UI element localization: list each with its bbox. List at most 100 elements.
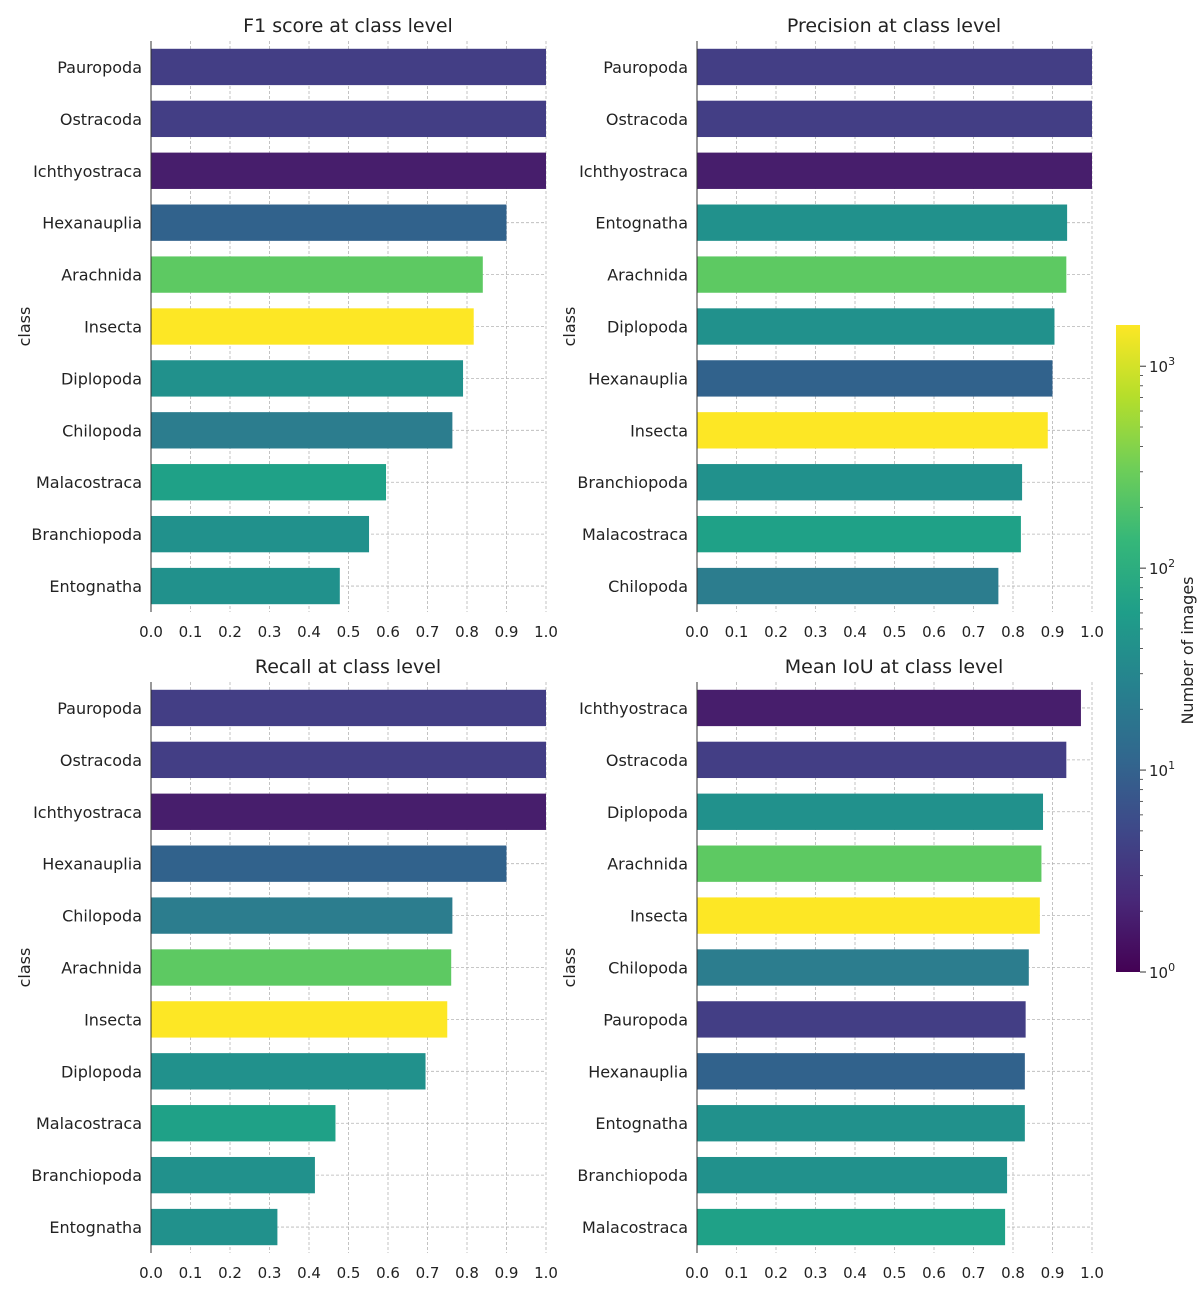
category-label: Malacostraca <box>36 1114 142 1133</box>
chart-panel-1: F1 score at class level 0.0 0.1 0.2 0.3 0.4 0.… <box>15 15 558 641</box>
category-label: Hexanauplia <box>42 214 142 233</box>
colorbar-tick-exponent: 1 <box>1168 759 1175 772</box>
x-tick-label: 0.5 <box>883 1264 907 1282</box>
bar-malacostraca <box>697 1208 1006 1246</box>
x-tick-label: 0.8 <box>455 1264 479 1282</box>
bar-insecta <box>697 897 1040 934</box>
x-tick-label: 0.0 <box>685 1264 709 1282</box>
bar-arachnida <box>697 845 1042 882</box>
category-label: Chilopoda <box>608 577 688 596</box>
y-axis-label: class <box>560 307 579 347</box>
bar-ichthyostraca <box>151 793 546 830</box>
category-label: Pauropoda <box>603 58 688 77</box>
colorbar-tick-base: 10 <box>1149 762 1168 780</box>
bar-malacostraca <box>151 464 387 501</box>
category-label: Ostracoda <box>606 751 688 770</box>
bar-diplopoda <box>151 360 464 397</box>
x-tick-label: 0.0 <box>139 623 163 641</box>
bar-ichthyostraca <box>151 152 546 189</box>
category-label: Branchiopoda <box>577 1166 688 1185</box>
category-label: Branchiopoda <box>577 473 688 492</box>
x-tick-label: 0.1 <box>725 623 749 641</box>
y-axis-label: class <box>560 948 579 988</box>
x-tick-label: 1.0 <box>1080 1264 1104 1282</box>
x-tick-label: 0.6 <box>922 1264 946 1282</box>
colorbar-tick-base: 10 <box>1149 560 1168 578</box>
x-tick-label: 0.8 <box>1001 1264 1025 1282</box>
colorbar-tick-exponent: 3 <box>1168 355 1175 368</box>
bar-ostracoda <box>697 741 1067 779</box>
bar-insecta <box>697 412 1048 449</box>
bar-malacostraca <box>697 515 1021 553</box>
category-label: Hexanauplia <box>588 369 688 388</box>
x-tick-label: 0.3 <box>804 623 828 641</box>
category-label: Chilopoda <box>62 421 142 440</box>
colorbar-tick-label: 100 <box>1149 961 1175 982</box>
bar-chilopoda <box>151 412 453 449</box>
category-label: Chilopoda <box>62 907 142 926</box>
x-tick-label: 1.0 <box>1080 623 1104 641</box>
x-tick-label: 1.0 <box>534 1264 558 1282</box>
category-label: Ostracoda <box>606 110 688 129</box>
x-tick-label: 0.2 <box>218 1264 242 1282</box>
category-label: Entognatha <box>49 577 142 596</box>
bar-pauropoda <box>151 689 546 727</box>
x-tick-label: 0.2 <box>764 1264 788 1282</box>
bar-branchiopoda <box>697 464 1023 501</box>
category-label: Arachnida <box>61 959 142 978</box>
bar-branchiopoda <box>697 1156 1008 1194</box>
category-label: Hexanauplia <box>588 1062 688 1081</box>
x-tick-label: 0.9 <box>495 623 519 641</box>
x-tick-label: 0.3 <box>804 1264 828 1282</box>
bar-ostracoda <box>697 100 1092 138</box>
bar-entognatha <box>151 1208 278 1246</box>
bar-chilopoda <box>697 949 1029 986</box>
category-label: Insecta <box>630 421 688 440</box>
x-tick-label: 0.4 <box>843 623 867 641</box>
category-label: Entognatha <box>595 1114 688 1133</box>
chart-title: F1 score at class level <box>243 15 453 37</box>
category-label: Ichthyostraca <box>579 699 688 718</box>
category-label: Ichthyostraca <box>579 162 688 181</box>
bar-pauropoda <box>697 1001 1026 1038</box>
x-tick-label: 0.8 <box>455 623 479 641</box>
bar-hexanauplia <box>697 360 1053 397</box>
x-tick-label: 0.7 <box>416 1264 440 1282</box>
x-tick-label: 0.3 <box>258 623 282 641</box>
category-label: Diplopoda <box>607 318 688 337</box>
y-axis-label: class <box>15 307 34 347</box>
x-tick-label: 0.1 <box>179 623 203 641</box>
category-label: Diplopoda <box>607 803 688 822</box>
bar-hexanauplia <box>697 1053 1025 1090</box>
chart-panel-3: Recall at class level 0.0 0.1 0.2 0.3 0.4 0.5 0… <box>15 656 558 1282</box>
x-tick-label: 0.4 <box>843 1264 867 1282</box>
category-label: Arachnida <box>607 266 688 285</box>
bar-chilopoda <box>151 897 453 934</box>
bar-branchiopoda <box>151 515 370 553</box>
x-tick-label: 0.5 <box>883 623 907 641</box>
category-label: Arachnida <box>61 266 142 285</box>
category-label: Malacostraca <box>582 1218 688 1237</box>
x-tick-label: 0.9 <box>1041 1264 1065 1282</box>
x-tick-label: 0.9 <box>495 1264 519 1282</box>
x-tick-label: 0.0 <box>139 1264 163 1282</box>
colorbar-tick-label: 101 <box>1149 759 1175 780</box>
x-tick-label: 0.5 <box>337 623 361 641</box>
category-label: Pauropoda <box>603 1010 688 1029</box>
bar-diplopoda <box>697 793 1044 830</box>
category-label: Ostracoda <box>60 110 142 129</box>
colorbar-tick-label: 103 <box>1149 355 1175 376</box>
x-tick-label: 0.4 <box>297 1264 321 1282</box>
x-tick-label: 0.4 <box>297 623 321 641</box>
x-tick-label: 0.6 <box>376 1264 400 1282</box>
bar-diplopoda <box>151 1053 426 1090</box>
x-tick-label: 1.0 <box>534 623 558 641</box>
x-tick-label: 0.1 <box>725 1264 749 1282</box>
category-label: Ostracoda <box>60 751 142 770</box>
bar-ichthyostraca <box>697 689 1081 727</box>
x-tick-label: 0.7 <box>962 623 986 641</box>
x-tick-label: 0.1 <box>179 1264 203 1282</box>
colorbar-tick-base: 10 <box>1149 964 1168 982</box>
colorbar-tick-exponent: 2 <box>1168 557 1175 570</box>
category-label: Pauropoda <box>57 699 142 718</box>
